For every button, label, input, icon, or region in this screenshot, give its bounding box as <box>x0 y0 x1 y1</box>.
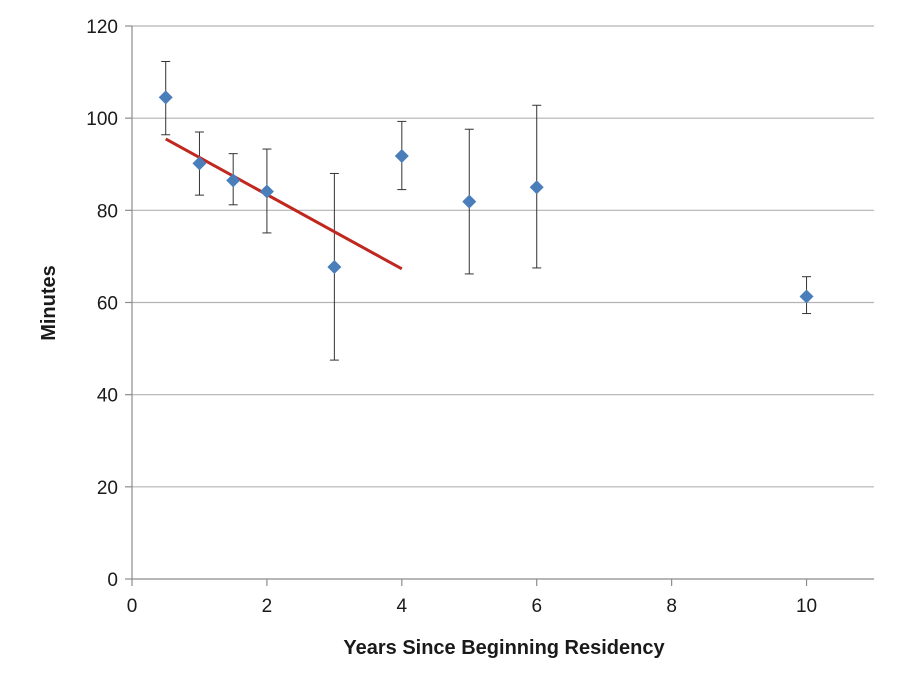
y-axis-title: Minutes <box>38 265 60 341</box>
x-tick-label-10: 10 <box>796 596 817 617</box>
trend-line <box>165 137 403 271</box>
axes <box>125 25 874 586</box>
trend-line-group <box>165 137 403 271</box>
data-point-3 <box>259 184 274 199</box>
y-tick-label-120: 120 <box>86 17 118 38</box>
x-tick-label-2: 2 <box>262 596 273 617</box>
data-points <box>158 90 814 304</box>
data-point-1 <box>192 156 207 171</box>
y-tick-label-20: 20 <box>97 478 118 499</box>
data-point-7 <box>529 180 544 195</box>
y-tick-label-60: 60 <box>97 294 118 315</box>
y-tick-label-80: 80 <box>97 201 118 222</box>
data-point-4 <box>327 260 342 275</box>
y-tick-label-40: 40 <box>97 386 118 407</box>
x-tick-label-0: 0 <box>127 596 138 617</box>
data-point-5 <box>394 148 409 163</box>
y-tick-label-0: 0 <box>107 570 118 591</box>
y-tick-label-100: 100 <box>86 109 118 130</box>
x-tick-label-4: 4 <box>397 596 408 617</box>
gridlines <box>132 25 874 488</box>
data-point-0 <box>158 90 173 105</box>
data-point-6 <box>462 194 477 209</box>
x-axis-title: Years Since Beginning Residency <box>343 637 665 659</box>
x-tick-label-6: 6 <box>531 596 542 617</box>
data-point-2 <box>226 173 241 188</box>
tick-labels: 0 20 40 60 80 100 120 0 2 4 6 8 10 <box>86 17 817 617</box>
x-tick-label-8: 8 <box>666 596 677 617</box>
data-point-8 <box>799 289 814 304</box>
